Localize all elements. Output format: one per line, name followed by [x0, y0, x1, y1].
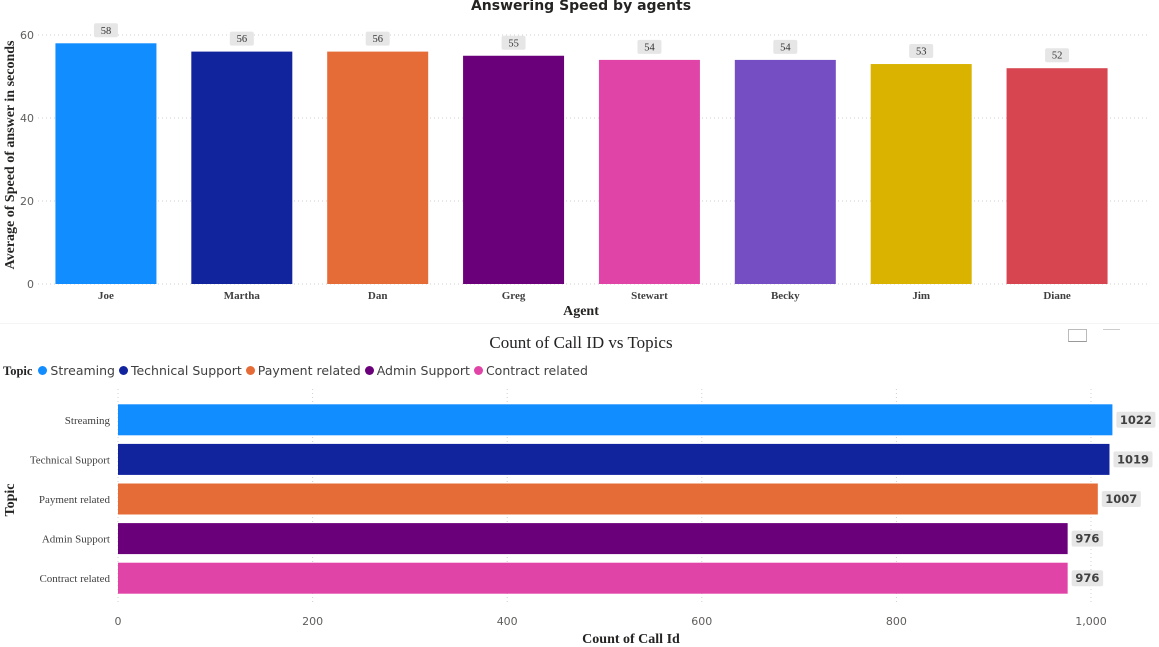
data-label: 53	[916, 47, 927, 58]
legend-item[interactable]: Technical Support	[118, 363, 242, 378]
x-tick-label: 800	[886, 615, 907, 628]
visual-header-icons[interactable]	[1068, 329, 1120, 347]
x-tick-label: 400	[497, 615, 518, 628]
bar-dan	[327, 51, 429, 284]
legend-marker	[38, 366, 48, 375]
y-tick-label: Payment related	[39, 494, 111, 506]
data-label: 1019	[1117, 452, 1149, 466]
legend-marker	[473, 366, 483, 375]
chart-title: Count of Call ID vs Topics	[489, 333, 672, 352]
x-tick-label: 1,000	[1075, 615, 1107, 628]
x-tick-label: Greg	[502, 290, 526, 302]
y-tick-label: 20	[20, 195, 34, 208]
data-label-bg	[1045, 48, 1070, 63]
legend-label: Streaming	[50, 363, 115, 378]
data-label: 54	[780, 42, 791, 53]
x-axis-title: Count of Call Id	[582, 632, 680, 647]
y-tick-label: 40	[20, 112, 34, 125]
x-tick-label: Dan	[368, 290, 388, 302]
bar-joe	[55, 43, 157, 284]
bar-admin-support	[118, 523, 1068, 555]
data-label-bg	[1071, 570, 1104, 587]
legend-item[interactable]: Admin Support	[364, 363, 470, 378]
answering-speed-chart: Answering Speed by agents 0 20 40 60Average …	[3, 0, 1150, 319]
y-tick-label: Contract related	[39, 573, 110, 585]
more-options-icon[interactable]	[1103, 329, 1120, 333]
y-tick-label: Technical Support	[30, 454, 110, 466]
y-tick-label: 0	[27, 278, 34, 291]
bar-contract-related	[118, 562, 1068, 594]
chart-title: Answering Speed by agents	[471, 0, 691, 14]
call-count-chart: Count of Call ID vs Topics 0 200 400 600 800 1…	[0, 323, 1159, 647]
x-tick-label: 600	[691, 615, 712, 628]
x-tick-label: Stewart	[631, 290, 668, 302]
y-tick-label: Admin Support	[42, 534, 110, 546]
data-label-bg	[773, 39, 798, 54]
bar-martha	[191, 51, 293, 284]
legend-label: Admin Support	[376, 363, 470, 378]
data-label-bg	[229, 31, 254, 46]
data-label: 54	[644, 42, 655, 53]
legend-marker	[364, 366, 374, 375]
x-tick-label: 0	[115, 615, 122, 628]
legend-item[interactable]: Contract related	[473, 363, 588, 378]
bar-becky	[734, 59, 836, 285]
bar-technical-support	[118, 443, 1110, 475]
data-label-bg	[501, 35, 526, 50]
data-label: 55	[508, 38, 519, 49]
data-label: 1007	[1105, 492, 1137, 506]
data-label-bg	[1113, 451, 1153, 468]
x-tick-label: Joe	[98, 290, 114, 302]
legend-label: Contract related	[485, 363, 588, 378]
data-label-bg	[1101, 491, 1141, 507]
data-label-bg	[365, 31, 390, 46]
y-axis-title: Average of Speed of answer in seconds	[3, 40, 18, 269]
legend-marker	[118, 366, 128, 375]
bar-greg	[463, 55, 565, 284]
data-label: 58	[101, 26, 112, 37]
y-axis-title: Topic	[3, 484, 18, 517]
data-label-bg	[909, 44, 934, 59]
data-label: 56	[372, 34, 383, 45]
legend-label: Payment related	[257, 363, 361, 378]
legend-item[interactable]: Payment related	[245, 363, 361, 378]
data-label-bg	[93, 23, 118, 38]
legend-marker	[245, 366, 255, 375]
data-label: 1022	[1120, 413, 1152, 427]
data-label: 52	[1052, 51, 1063, 62]
data-label-bg	[1071, 530, 1104, 547]
data-label: 56	[237, 34, 248, 45]
data-label-bg	[1116, 411, 1156, 428]
bar-streaming	[118, 404, 1113, 436]
bar-diane	[1006, 68, 1108, 284]
topic-legend: Topic Streaming Technical Support Payment r…	[3, 363, 592, 379]
data-label: 976	[1075, 532, 1099, 546]
legend-label: Technical Support	[130, 363, 242, 378]
x-axis-title: Agent	[563, 304, 599, 319]
x-tick-label: Martha	[224, 290, 261, 302]
y-tick-label: Streaming	[65, 415, 111, 427]
x-tick-label: Becky	[771, 290, 800, 302]
legend-title: Topic	[3, 364, 33, 378]
bar-payment-related	[118, 483, 1098, 515]
bar-stewart	[598, 59, 700, 285]
x-tick-label: Diane	[1043, 290, 1071, 302]
x-tick-label: Jim	[912, 290, 930, 302]
bar-jim	[870, 64, 972, 284]
x-tick-label: 200	[302, 615, 323, 628]
y-tick-label: 60	[20, 29, 34, 42]
legend-item[interactable]: Streaming	[38, 363, 115, 378]
focus-mode-icon[interactable]	[1068, 329, 1087, 342]
data-label: 976	[1075, 571, 1099, 585]
data-label-bg	[637, 39, 662, 54]
